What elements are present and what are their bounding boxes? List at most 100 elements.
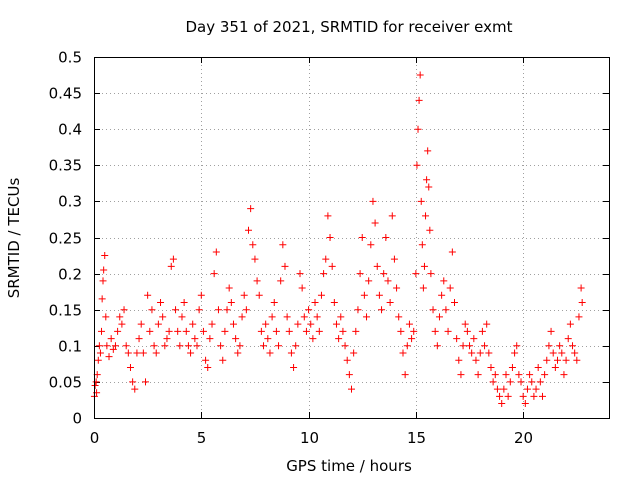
data-point: [543, 356, 551, 364]
data-point: [255, 291, 263, 299]
data-point: [320, 270, 328, 278]
y-tick-label: 0.3: [58, 193, 82, 211]
data-point: [328, 262, 336, 270]
data-point: [279, 241, 287, 249]
data-point: [91, 382, 99, 390]
data-point: [440, 277, 448, 285]
data-point: [102, 313, 110, 321]
data-point: [401, 371, 409, 379]
data-point: [163, 335, 171, 343]
y-axis-label: SRMTID / TECUs: [5, 178, 23, 299]
data-point: [146, 327, 154, 335]
data-point: [202, 356, 210, 364]
data-point: [150, 342, 158, 350]
data-point: [292, 342, 300, 350]
data-point: [417, 197, 425, 205]
data-point: [120, 306, 128, 314]
data-point: [363, 313, 371, 321]
data-point: [109, 345, 117, 353]
data-point: [264, 335, 272, 343]
x-tick-label: 10: [300, 429, 319, 447]
data-point: [463, 327, 471, 335]
data-point: [266, 349, 274, 357]
data-point: [234, 349, 242, 357]
data-point: [298, 284, 306, 292]
data-point: [412, 270, 420, 278]
data-point: [236, 342, 244, 350]
data-point: [305, 306, 313, 314]
data-point: [498, 400, 506, 408]
data-point: [133, 349, 141, 357]
data-point: [513, 342, 521, 350]
data-point: [95, 342, 103, 350]
data-point: [92, 378, 100, 386]
data-point: [300, 313, 308, 321]
data-point: [410, 327, 418, 335]
data-point: [556, 342, 564, 350]
data-point: [549, 349, 557, 357]
data-point: [358, 234, 366, 241]
data-point: [247, 205, 255, 213]
y-tick-label: 0.05: [49, 374, 82, 392]
data-point: [424, 147, 432, 155]
data-point: [397, 327, 405, 335]
data-point: [182, 327, 190, 335]
grid: [94, 57, 609, 418]
data-point: [348, 385, 355, 393]
data-point: [573, 356, 581, 364]
y-tick-label: 0: [72, 410, 82, 428]
x-tick-label: 20: [514, 429, 533, 447]
y-tick-label: 0.5: [58, 49, 82, 67]
data-point: [538, 392, 546, 400]
data-point: [504, 392, 512, 400]
data-point: [491, 371, 499, 379]
data-point: [466, 342, 474, 350]
data-point: [272, 327, 280, 335]
data-point: [343, 356, 351, 364]
data-point: [523, 385, 531, 393]
data-point: [384, 277, 392, 285]
data-point: [238, 313, 246, 321]
y-tick-label: 0.35: [49, 157, 82, 175]
data-point: [502, 371, 510, 379]
axis-ticks: 0 0.05 0.1 0.15 0.2 0.25 0.3 0.35 0.4 0.45 0.5 0 5 10…: [49, 49, 609, 447]
data-point: [517, 378, 525, 386]
data-point: [101, 252, 109, 260]
data-point: [415, 96, 423, 104]
data-point: [281, 262, 289, 270]
data-point: [111, 342, 119, 350]
data-point: [131, 385, 139, 393]
data-point: [326, 234, 334, 241]
data-point: [260, 342, 268, 350]
data-point: [560, 371, 568, 379]
data-point: [356, 270, 364, 278]
data-point: [566, 320, 574, 328]
data-point: [187, 349, 195, 357]
data-point: [337, 313, 345, 321]
data-point: [393, 284, 401, 292]
data-point: [142, 378, 149, 386]
data-point: [324, 212, 332, 220]
y-tick-label: 0.1: [58, 338, 82, 356]
data-point: [378, 306, 386, 314]
data-point: [399, 349, 407, 357]
data-point: [96, 349, 104, 357]
data-point: [330, 298, 338, 306]
data-point: [371, 219, 379, 227]
data-point: [157, 298, 165, 306]
data-point: [317, 291, 325, 299]
data-point: [208, 320, 216, 328]
data-point: [206, 335, 214, 343]
data-point: [197, 291, 205, 299]
data-point: [290, 363, 298, 371]
data-point: [489, 378, 497, 386]
data-point: [420, 262, 428, 270]
data-point: [408, 335, 416, 343]
data-point: [380, 270, 388, 278]
data-point: [148, 306, 156, 314]
data-point: [423, 176, 431, 184]
data-point: [335, 335, 343, 343]
data-point: [227, 298, 235, 306]
data-point: [126, 363, 134, 371]
data-point: [283, 313, 291, 321]
